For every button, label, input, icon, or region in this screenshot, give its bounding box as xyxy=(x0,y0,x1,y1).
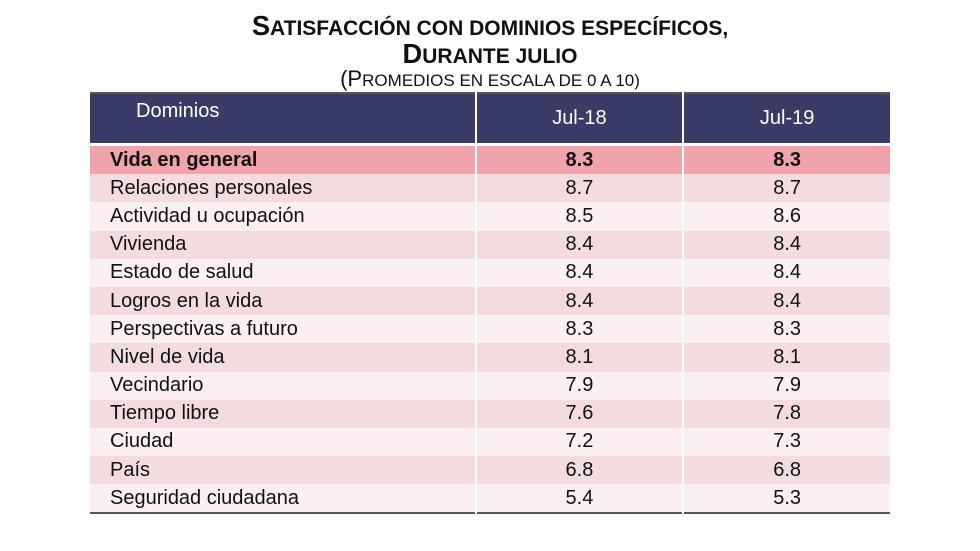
table-row: Actividad u ocupación 8.5 8.6 xyxy=(88,202,892,231)
table-row: Perspectivas a futuro 8.3 8.3 xyxy=(88,315,892,344)
row-label: Tiempo libre xyxy=(88,399,477,428)
table-row: País 6.8 6.8 xyxy=(88,456,892,485)
table-row: Vivienda 8.4 8.4 xyxy=(88,230,892,259)
cell-value: 8.4 xyxy=(474,230,685,259)
cell-value: 7.8 xyxy=(682,399,892,428)
table-row: Vida en general 8.3 8.3 xyxy=(88,143,892,175)
column-header: Jul-19 xyxy=(682,93,892,146)
row-label: Relaciones personales xyxy=(88,174,477,203)
column-header: Jul-18 xyxy=(474,93,685,146)
title-line: DURANTE JULIO xyxy=(402,38,578,69)
cell-value: 8.4 xyxy=(682,286,892,316)
row-label: País xyxy=(88,456,477,485)
table-row: Vecindario 7.9 7.9 xyxy=(88,371,892,400)
cell-value: 8.3 xyxy=(474,143,685,175)
table-row: Estado de salud 8.4 8.4 xyxy=(88,258,892,287)
table-row: Seguridad ciudadana 5.4 5.3 xyxy=(88,484,892,514)
table-row: Tiempo libre 7.6 7.8 xyxy=(88,399,892,428)
row-label: Logros en la vida xyxy=(88,286,477,316)
cell-value: 7.9 xyxy=(682,371,892,400)
row-label: Perspectivas a futuro xyxy=(88,315,477,344)
cell-value: 7.6 xyxy=(474,399,685,428)
cell-value: 8.5 xyxy=(474,202,685,231)
cell-value: 5.4 xyxy=(474,484,685,514)
cell-value: 5.3 xyxy=(682,484,892,514)
cell-value: 8.7 xyxy=(474,174,685,203)
column-header: Dominios xyxy=(88,93,477,146)
cell-value: 8.4 xyxy=(682,258,892,287)
row-label: Nivel de vida xyxy=(88,343,477,372)
row-label: Vida en general xyxy=(88,143,477,175)
table-row: Logros en la vida 8.4 8.4 xyxy=(88,286,892,316)
cell-value: 7.2 xyxy=(474,427,685,457)
table-row: Ciudad 7.2 7.3 xyxy=(88,427,892,457)
row-label: Ciudad xyxy=(88,427,477,457)
cell-value: 8.7 xyxy=(682,174,892,203)
table-row: Relaciones personales 8.7 8.7 xyxy=(88,174,892,203)
title-line: SATISFACCIÓN CON DOMINIOS ESPECÍFICOS, xyxy=(251,10,729,41)
cell-value: 7.3 xyxy=(682,427,892,457)
row-label: Actividad u ocupación xyxy=(88,202,477,231)
cell-value: 8.3 xyxy=(682,315,892,344)
cell-value: 8.4 xyxy=(474,286,685,316)
cell-value: 8.3 xyxy=(474,315,685,344)
row-label: Seguridad ciudadana xyxy=(88,484,477,514)
header-row: Dominios Jul-18 Jul-19 xyxy=(88,93,892,146)
cell-value: 8.3 xyxy=(682,143,892,175)
cell-value: 8.1 xyxy=(474,343,685,372)
cell-value: 8.6 xyxy=(682,202,892,231)
row-label: Vecindario xyxy=(88,371,477,400)
cell-value: 8.4 xyxy=(474,258,685,287)
row-label: Vivienda xyxy=(88,230,477,259)
cell-value: 8.1 xyxy=(682,343,892,372)
table-row: Nivel de vida 8.1 8.1 xyxy=(88,343,892,372)
cell-value: 8.4 xyxy=(682,230,892,259)
subtitle: (PROMEDIOS EN ESCALA DE 0 A 10) xyxy=(340,66,640,91)
cell-value: 7.9 xyxy=(474,371,685,400)
row-label: Estado de salud xyxy=(88,258,477,287)
cell-value: 6.8 xyxy=(682,456,892,485)
table: Dominios Jul-18 Jul-19 Vida en general 8.3 8… xyxy=(88,92,892,515)
cell-value: 6.8 xyxy=(474,456,685,485)
